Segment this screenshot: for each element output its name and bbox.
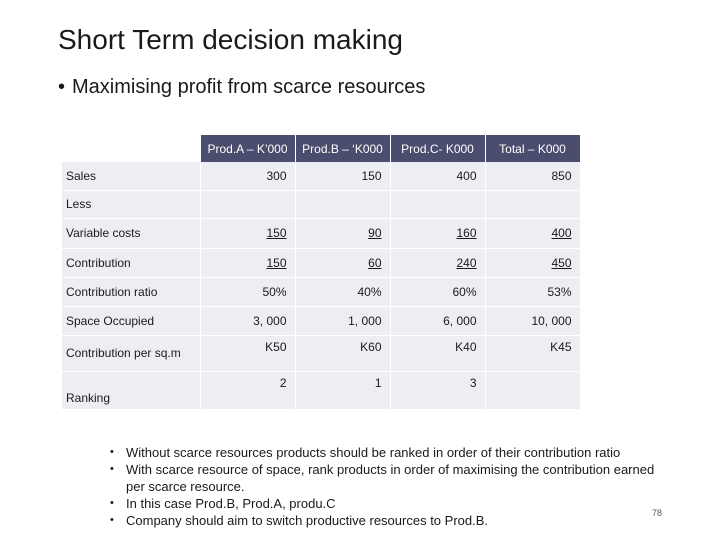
header-prod-b: Prod.B – ‘K000 — [295, 135, 391, 162]
list-item: • Company should aim to switch productiv… — [110, 512, 670, 529]
table-cell: 2 — [200, 371, 296, 410]
subtitle-text: Maximising profit from scarce resources — [72, 76, 426, 98]
bullet-icon: • — [110, 446, 114, 458]
table-cell: 450 — [485, 248, 581, 278]
table-cell: 300 — [200, 162, 296, 191]
bullet-icon: • — [58, 76, 66, 98]
table-cell: 1, 000 — [295, 306, 391, 336]
table-cell: 150 — [200, 248, 296, 278]
table-cell: 90 — [295, 218, 391, 249]
slide-subtitle: • Maximising profit from scarce resources — [58, 76, 425, 99]
table-cell: K45 — [485, 335, 581, 372]
header-total: Total – K000 — [485, 135, 581, 162]
table-row-contribution-ratio: Contribution ratio 50% 40% 60% 53% — [62, 277, 581, 307]
list-item: • In this case Prod.B, Prod.A, produ.C — [110, 495, 670, 512]
table-cell — [485, 371, 581, 410]
bullet-icon: • — [110, 463, 114, 475]
table-cell: 150 — [200, 218, 296, 249]
header-prod-a: Prod.A – K’000 — [200, 135, 296, 162]
header-prod-c: Prod.C- K000 — [390, 135, 486, 162]
table-cell: K60 — [295, 335, 391, 372]
row-label: Space Occupied — [62, 306, 201, 336]
table-cell: K40 — [390, 335, 486, 372]
table-cell: 53% — [485, 277, 581, 307]
row-label: Less — [62, 190, 201, 219]
table-header-row: Prod.A – K’000 Prod.B – ‘K000 Prod.C- K0… — [62, 135, 581, 162]
list-item-text: With scarce resource of space, rank prod… — [126, 462, 655, 494]
row-label: Contribution per sq.m — [62, 335, 201, 372]
table-cell: 60% — [390, 277, 486, 307]
table-row-variable-costs: Variable costs 150 90 160 400 — [62, 218, 581, 249]
table-cell — [390, 190, 486, 219]
financial-table: Prod.A – K’000 Prod.B – ‘K000 Prod.C- K0… — [62, 135, 581, 410]
row-label: Sales — [62, 162, 201, 191]
table-cell — [485, 190, 581, 219]
table-row-contribution-per-sqm: Contribution per sq.m K50 K60 K40 K45 — [62, 335, 581, 372]
list-item-text: Without scarce resources products should… — [126, 445, 621, 460]
bullet-icon: • — [110, 514, 114, 526]
table-cell: 50% — [200, 277, 296, 307]
bullet-icon: • — [110, 497, 114, 509]
table-cell: 240 — [390, 248, 486, 278]
row-label: Variable costs — [62, 218, 201, 249]
table-cell: 6, 000 — [390, 306, 486, 336]
table-cell: 40% — [295, 277, 391, 307]
table-row-sales: Sales 300 150 400 850 — [62, 162, 581, 191]
table-row-ranking: Ranking 2 1 3 — [62, 371, 581, 410]
table-cell: 10, 000 — [485, 306, 581, 336]
table-cell: 400 — [390, 162, 486, 191]
list-item-text: Company should aim to switch productive … — [126, 513, 489, 528]
slide-title: Short Term decision making — [58, 24, 403, 55]
table-cell: 150 — [295, 162, 391, 191]
row-label: Contribution ratio — [62, 277, 201, 307]
row-label: Ranking — [62, 371, 201, 410]
list-item: • With scarce resource of space, rank pr… — [110, 461, 670, 495]
row-label: Contribution — [62, 248, 201, 278]
table-cell — [200, 190, 296, 219]
list-item-text: In this case Prod.B, Prod.A, produ.C — [126, 496, 336, 511]
table-cell: 160 — [390, 218, 486, 249]
bullet-list: • Without scarce resources products shou… — [110, 444, 670, 529]
page-number: 78 — [652, 508, 663, 518]
table-cell: 3, 000 — [200, 306, 296, 336]
table-row-contribution: Contribution 150 60 240 450 — [62, 248, 581, 278]
table-cell: 3 — [390, 371, 486, 410]
table-cell: 400 — [485, 218, 581, 249]
table-row-less: Less — [62, 190, 581, 219]
header-empty-cell — [62, 135, 201, 162]
table-row-space-occupied: Space Occupied 3, 000 1, 000 6, 000 10, … — [62, 306, 581, 336]
table-cell: 60 — [295, 248, 391, 278]
list-item: • Without scarce resources products shou… — [110, 444, 670, 461]
table-cell — [295, 190, 391, 219]
table-cell: 850 — [485, 162, 581, 191]
table-cell: 1 — [295, 371, 391, 410]
table-cell: K50 — [200, 335, 296, 372]
